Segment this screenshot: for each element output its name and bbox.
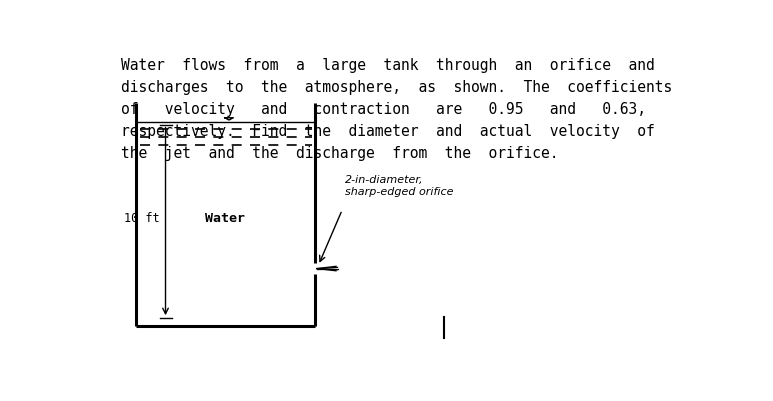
Text: Water  flows  from  a  large  tank  through  an  orifice  and
discharges  to  th: Water flows from a large tank through an… bbox=[121, 57, 672, 161]
Text: 2-in-diameter,
sharp-edged orifice: 2-in-diameter, sharp-edged orifice bbox=[346, 175, 454, 196]
Text: Water: Water bbox=[206, 211, 245, 225]
Text: 10 ft: 10 ft bbox=[124, 211, 159, 225]
